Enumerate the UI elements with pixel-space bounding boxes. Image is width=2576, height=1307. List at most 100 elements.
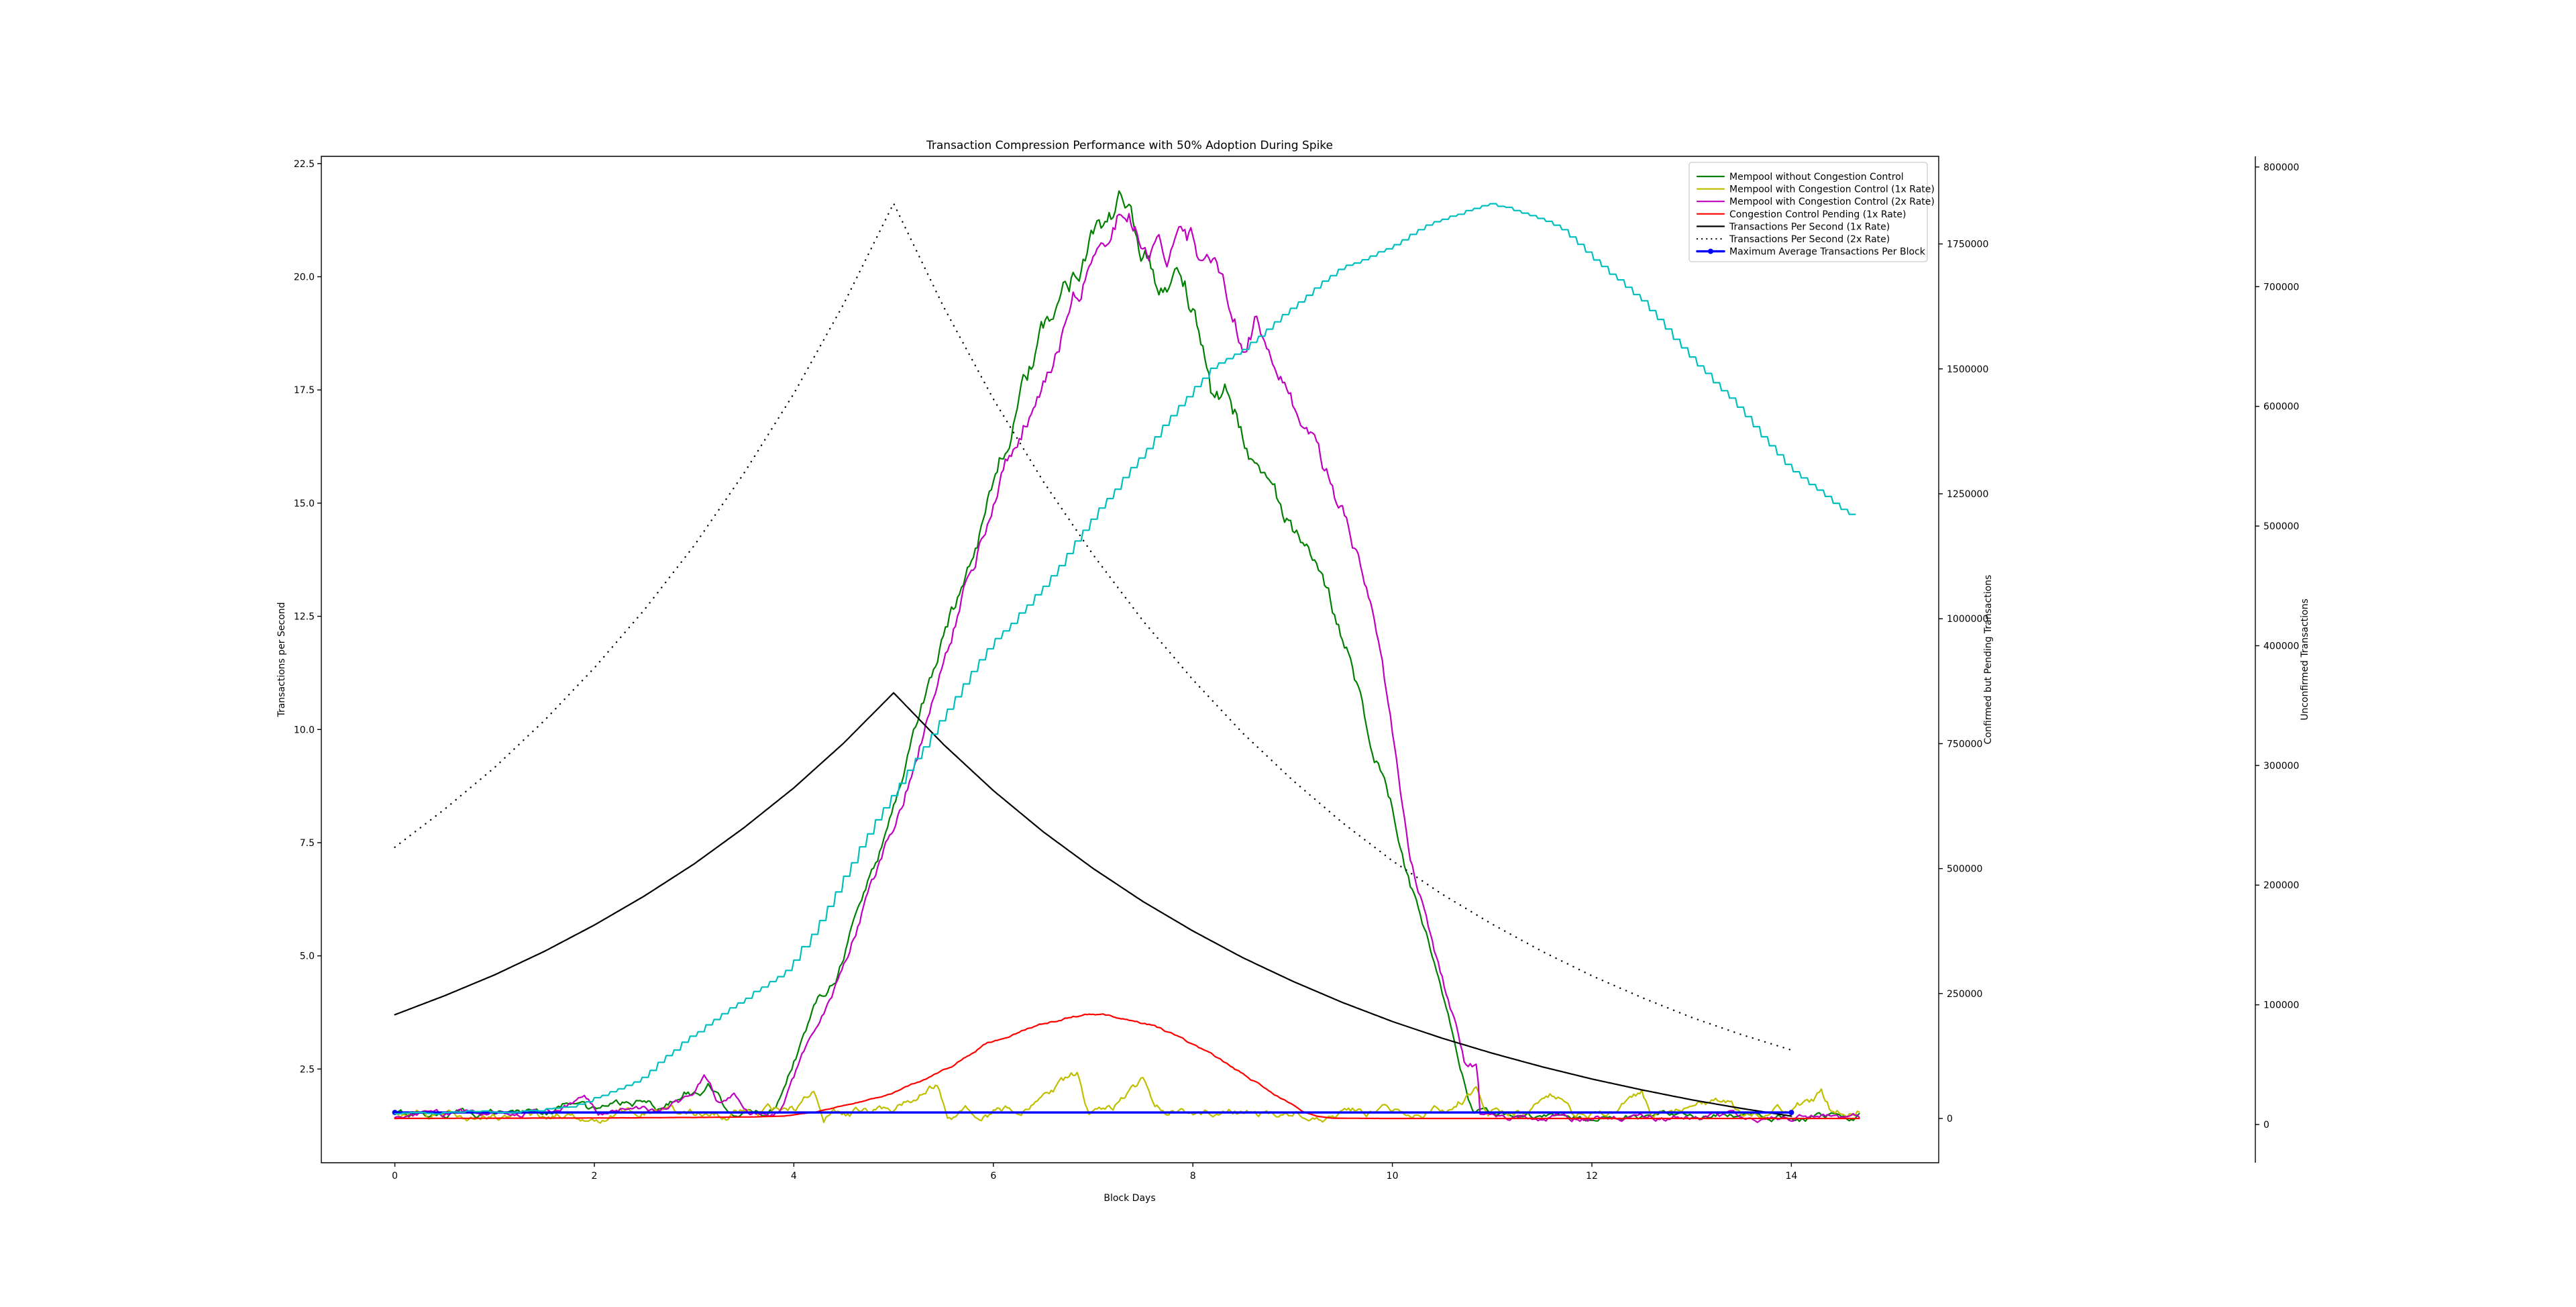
legend-item-label: Maximum Average Transactions Per Block — [1729, 247, 1926, 258]
legend-item-mempool-without-congestion-control: Mempool without Congestion Control — [1696, 172, 1904, 182]
y-axis-pending: 0 250000 500000 750000 1000000 1250000 1500000… — [1939, 240, 1988, 1125]
unconfirmed-tick-200000: 200000 — [2255, 880, 2299, 891]
unconfirmed-tick-300000: 300000 — [2255, 761, 2299, 772]
pending-tick-1000000: 1000000 — [1939, 614, 1988, 625]
left-tick-2.5: 2.5 — [300, 1064, 321, 1075]
svg-text:400000: 400000 — [2263, 641, 2299, 651]
svg-text:1500000: 1500000 — [1947, 364, 1988, 375]
series-line-congestion-control-pending-1x — [394, 1013, 1860, 1120]
x-tick-0: 0 — [392, 1163, 398, 1182]
chart-title: Transaction Compression Performance with… — [926, 139, 1333, 152]
x-axis: 0 2 4 6 8 10 12 14 — [392, 1163, 1797, 1182]
x-tick-4: 4 — [791, 1163, 797, 1182]
svg-text:750000: 750000 — [1947, 739, 1982, 749]
svg-text:500000: 500000 — [2263, 521, 2299, 532]
pending-tick-250000: 250000 — [1939, 989, 1982, 1000]
pending-tick-500000: 500000 — [1939, 864, 1982, 875]
legend-item-label: Mempool with Congestion Control (2x Rate… — [1729, 197, 1935, 207]
svg-text:1000000: 1000000 — [1947, 614, 1988, 625]
svg-text:5.0: 5.0 — [300, 951, 315, 962]
legend-marker-dot — [1708, 248, 1713, 254]
unconfirmed-tick-700000: 700000 — [2255, 282, 2299, 293]
svg-text:0: 0 — [392, 1171, 398, 1182]
legend-item-label: Mempool without Congestion Control — [1729, 172, 1904, 182]
marker-dot-maximum-average-transactions-per-block — [1788, 1110, 1794, 1116]
svg-text:7.5: 7.5 — [300, 838, 315, 849]
svg-text:250000: 250000 — [1947, 989, 1982, 1000]
x-tick-12: 12 — [1586, 1163, 1598, 1182]
svg-text:15.0: 15.0 — [294, 499, 315, 509]
series-line-transactions-per-second-2x — [394, 203, 1792, 1051]
axes-frame — [321, 156, 1939, 1163]
legend-item-mempool-with-congestion-control-2x: Mempool with Congestion Control (2x Rate… — [1696, 197, 1935, 207]
plot-spines — [321, 156, 2256, 1163]
svg-text:1250000: 1250000 — [1947, 489, 1988, 500]
svg-text:0: 0 — [1947, 1114, 1953, 1125]
svg-text:0: 0 — [2263, 1120, 2269, 1131]
svg-text:4: 4 — [791, 1171, 797, 1182]
unconfirmed-tick-100000: 100000 — [2255, 1000, 2299, 1011]
svg-text:2: 2 — [592, 1171, 598, 1182]
unconfirmed-tick-0: 0 — [2255, 1120, 2269, 1131]
svg-text:100000: 100000 — [2263, 1000, 2299, 1011]
svg-text:300000: 300000 — [2263, 761, 2299, 772]
series-lines — [392, 190, 1860, 1124]
svg-text:14: 14 — [1785, 1171, 1797, 1182]
svg-text:500000: 500000 — [1947, 864, 1982, 875]
legend-item-label: Transactions Per Second (2x Rate) — [1729, 234, 1890, 245]
x-tick-14: 14 — [1785, 1163, 1797, 1182]
pending-tick-1250000: 1250000 — [1939, 489, 1988, 500]
unconfirmed-tick-600000: 600000 — [2255, 402, 2299, 413]
x-tick-8: 8 — [1190, 1163, 1196, 1182]
left-tick-15.0: 15.0 — [294, 499, 321, 509]
unconfirmed-tick-800000: 800000 — [2255, 162, 2299, 173]
svg-text:6: 6 — [990, 1171, 996, 1182]
left-tick-17.5: 17.5 — [294, 385, 321, 396]
y-axis-left: 2.5 5.0 7.5 10.0 12.5 15.0 17.5 20.0 22.5 — [294, 159, 321, 1075]
svg-text:20.0: 20.0 — [294, 272, 315, 282]
svg-text:700000: 700000 — [2263, 282, 2299, 293]
legend-item-label: Congestion Control Pending (1x Rate) — [1729, 209, 1906, 220]
legend-item-mempool-with-congestion-control-1x: Mempool with Congestion Control (1x Rate… — [1696, 185, 1935, 195]
x-axis-label: Block Days — [1104, 1193, 1155, 1204]
y-axis-pending-label: Confirmed but Pending Transactions — [1983, 575, 1994, 745]
svg-text:8: 8 — [1190, 1171, 1196, 1182]
left-tick-12.5: 12.5 — [294, 612, 321, 623]
pending-tick-0: 0 — [1939, 1114, 1953, 1125]
y-axis-left-label: Transactions per Second — [276, 602, 287, 717]
legend-box — [1688, 162, 1928, 262]
series-line-mempool-with-congestion-control-1x — [394, 1071, 1860, 1124]
svg-text:10: 10 — [1387, 1171, 1399, 1182]
left-tick-22.5: 22.5 — [294, 159, 321, 170]
svg-text:10.0: 10.0 — [294, 725, 315, 735]
svg-text:600000: 600000 — [2263, 402, 2299, 413]
unconfirmed-tick-500000: 500000 — [2255, 521, 2299, 532]
legend-item-label: Transactions Per Second (1x Rate) — [1729, 221, 1890, 232]
legend-item-transactions-per-second-1x: Transactions Per Second (1x Rate) — [1696, 221, 1890, 232]
left-tick-5.0: 5.0 — [300, 951, 321, 962]
left-tick-20.0: 20.0 — [294, 272, 321, 282]
x-tick-6: 6 — [990, 1163, 996, 1182]
svg-text:1750000: 1750000 — [1947, 240, 1988, 250]
y-axis-unconfirmed: 0 100000 200000 300000 400000 500000 600000 700… — [2255, 162, 2299, 1131]
legend-item-transactions-per-second-2x: Transactions Per Second (2x Rate) — [1696, 234, 1890, 245]
series-line-mempool-without-congestion-control — [394, 190, 1860, 1122]
y-axis-unconfirmed-label: Unconfirmed Transactions — [2300, 598, 2310, 721]
left-tick-10.0: 10.0 — [294, 725, 321, 735]
pending-tick-750000: 750000 — [1939, 739, 1982, 749]
plot-area: 0 2 4 6 8 10 12 14 2.5 5.0 7.5 10.0 12.5 15.0 17.5 20.… — [276, 139, 2310, 1204]
legend-item-maximum-average-transactions-per-block: Maximum Average Transactions Per Block — [1696, 247, 1926, 258]
x-tick-10: 10 — [1387, 1163, 1399, 1182]
svg-text:2.5: 2.5 — [300, 1064, 315, 1075]
svg-text:12: 12 — [1586, 1171, 1598, 1182]
svg-text:17.5: 17.5 — [294, 385, 315, 396]
legend-item-label: Mempool with Congestion Control (1x Rate… — [1729, 185, 1935, 195]
series-line-mempool-with-congestion-control-2x — [394, 213, 1860, 1123]
svg-text:12.5: 12.5 — [294, 612, 315, 623]
legend: Mempool without Congestion Control Mempoo… — [1688, 162, 1935, 262]
series-line-confirmed-pending-unlabeled — [394, 203, 1856, 1115]
unconfirmed-tick-400000: 400000 — [2255, 641, 2299, 651]
series-line-transactions-per-second-1x — [394, 692, 1792, 1117]
